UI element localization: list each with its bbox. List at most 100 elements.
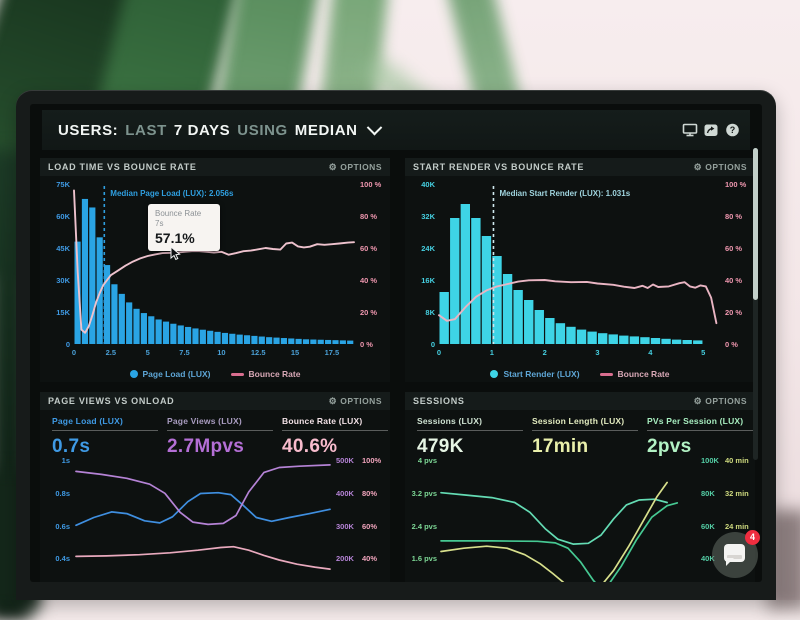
svg-text:60%: 60% xyxy=(362,522,377,531)
share-icon[interactable] xyxy=(704,123,719,137)
svg-text:0.6s: 0.6s xyxy=(55,522,70,531)
svg-text:8K: 8K xyxy=(425,308,435,317)
options-button[interactable]: ⚙ OPTIONS xyxy=(328,161,382,172)
svg-text:45K: 45K xyxy=(56,244,70,253)
metric-session-length: Session Length (LUX) 17min xyxy=(532,416,638,458)
svg-text:75K: 75K xyxy=(56,180,70,189)
sessions-chart[interactable]: 4 pvs 3.2 pvs 2.4 pvs 1.6 pvs 100K 80K 60K 40K 4… xyxy=(405,456,755,582)
svg-text:400K: 400K xyxy=(336,489,355,498)
svg-text:0 %: 0 % xyxy=(360,340,373,349)
start-render-chart[interactable]: 40K 32K 24K 16K 8K 0 100 % 80 % 60 % 40 % 20 % 0 % 0… xyxy=(405,176,755,362)
svg-text:15K: 15K xyxy=(56,308,70,317)
svg-text:100%: 100% xyxy=(362,456,382,465)
svg-text:80%: 80% xyxy=(362,489,377,498)
svg-text:40K: 40K xyxy=(421,180,435,189)
svg-text:80 %: 80 % xyxy=(725,212,742,221)
load-time-chart[interactable]: 75K 60K 45K 30K 15K 0 100 % 80 % 60 % 40 % 20 % 0 %… xyxy=(40,176,390,362)
svg-text:2.5: 2.5 xyxy=(106,348,116,357)
svg-text:100K: 100K xyxy=(701,456,720,465)
gear-icon: ⚙ xyxy=(328,395,338,406)
header-days-label: 7 DAYS xyxy=(173,121,231,139)
svg-text:5: 5 xyxy=(146,348,150,357)
panel-sessions: SESSIONS ⚙ OPTIONS Sessions (LUX) 479K Se… xyxy=(405,392,755,582)
svg-text:20 %: 20 % xyxy=(725,308,742,317)
svg-text:100 %: 100 % xyxy=(725,180,747,189)
svg-text:32K: 32K xyxy=(421,212,435,221)
svg-text:1s: 1s xyxy=(62,456,70,465)
chart-legend: Start Render (LUX) Bounce Rate xyxy=(405,369,755,379)
svg-text:0.4s: 0.4s xyxy=(55,554,70,563)
svg-text:20 %: 20 % xyxy=(360,308,377,317)
svg-text:100 %: 100 % xyxy=(360,180,382,189)
mouse-cursor-icon xyxy=(170,246,181,261)
svg-text:500K: 500K xyxy=(336,456,355,465)
svg-text:200K: 200K xyxy=(336,554,355,563)
tooltip-value: 57.1% xyxy=(155,230,195,246)
notification-badge: 4 xyxy=(745,530,760,545)
panel-title: PAGE VIEWS VS ONLOAD xyxy=(48,396,175,406)
svg-text:24 min: 24 min xyxy=(725,522,749,531)
gear-icon: ⚙ xyxy=(693,161,703,172)
svg-text:0: 0 xyxy=(437,348,441,357)
timeframe-dropdown[interactable]: USERS: LAST 7 DAYS USING MEDIAN xyxy=(58,119,382,139)
panel-page-views-vs-onload: PAGE VIEWS VS ONLOAD ⚙ OPTIONS Page Load … xyxy=(40,392,390,582)
header-median-label: MEDIAN xyxy=(294,121,358,139)
svg-text:80 %: 80 % xyxy=(360,212,377,221)
svg-text:30K: 30K xyxy=(56,276,70,285)
header-last-label: LAST xyxy=(125,121,167,139)
svg-text:4 pvs: 4 pvs xyxy=(418,456,437,465)
options-button[interactable]: ⚙ OPTIONS xyxy=(328,395,382,406)
chat-widget-button[interactable]: 4 xyxy=(712,530,760,578)
scrollbar-thumb[interactable] xyxy=(753,148,758,300)
svg-text:60 %: 60 % xyxy=(725,244,742,253)
svg-text:24K: 24K xyxy=(421,244,435,253)
laptop: USERS: LAST 7 DAYS USING MEDIAN xyxy=(16,90,776,600)
svg-text:60 %: 60 % xyxy=(360,244,377,253)
metric-page-load: Page Load (LUX) 0.7s xyxy=(52,416,158,458)
svg-text:40 %: 40 % xyxy=(725,276,742,285)
metric-pvs-per-session: PVs Per Session (LUX) 2pvs xyxy=(647,416,753,458)
bounce-rate-tooltip: Bounce Rate 7s 57.1% xyxy=(148,204,220,251)
svg-text:0: 0 xyxy=(66,340,70,349)
metric-bounce-rate: Bounce Rate (LUX) 40.6% xyxy=(282,416,388,458)
svg-text:1.6 pvs: 1.6 pvs xyxy=(412,554,437,563)
monitor-icon[interactable] xyxy=(682,123,698,137)
svg-text:Median Page Load (LUX): 2.056s: Median Page Load (LUX): 2.056s xyxy=(110,189,234,198)
svg-text:60K: 60K xyxy=(56,212,70,221)
svg-text:?: ? xyxy=(730,125,736,135)
svg-text:0: 0 xyxy=(431,340,435,349)
options-button[interactable]: ⚙ OPTIONS xyxy=(693,395,747,406)
svg-text:2.4 pvs: 2.4 pvs xyxy=(412,522,437,531)
svg-text:80K: 80K xyxy=(701,489,715,498)
metric-page-views: Page Views (LUX) 2.7Mpvs xyxy=(167,416,273,458)
page-views-chart[interactable]: 1s 0.8s 0.6s 0.4s 500K 400K 300K 200K 100% 80% 60%… xyxy=(40,456,390,582)
panel-title: SESSIONS xyxy=(413,396,465,406)
svg-text:40%: 40% xyxy=(362,554,377,563)
panel-title: LOAD TIME VS BOUNCE RATE xyxy=(48,162,197,172)
svg-text:32 min: 32 min xyxy=(725,489,749,498)
svg-text:40K: 40K xyxy=(701,554,715,563)
svg-text:15: 15 xyxy=(291,348,299,357)
svg-text:0: 0 xyxy=(72,348,76,357)
svg-text:17.5: 17.5 xyxy=(325,348,340,357)
svg-text:Median Start Render (LUX): 1.0: Median Start Render (LUX): 1.031s xyxy=(499,189,630,198)
svg-text:5: 5 xyxy=(701,348,705,357)
svg-text:0.8s: 0.8s xyxy=(55,489,70,498)
svg-text:300K: 300K xyxy=(336,522,355,531)
panel-load-time-vs-bounce-rate: LOAD TIME VS BOUNCE RATE ⚙ OPTIONS 75K 60K… xyxy=(40,158,390,382)
svg-text:10: 10 xyxy=(217,348,225,357)
metric-sessions: Sessions (LUX) 479K xyxy=(417,416,523,458)
chevron-down-icon xyxy=(366,119,382,135)
help-icon[interactable]: ? xyxy=(725,123,740,137)
tooltip-title: Bounce Rate xyxy=(155,209,202,218)
svg-text:60K: 60K xyxy=(701,522,715,531)
chart-legend: Page Load (LUX) Bounce Rate xyxy=(40,369,390,379)
svg-text:0 %: 0 % xyxy=(725,340,738,349)
options-button[interactable]: ⚙ OPTIONS xyxy=(693,161,747,172)
scrollbar-track[interactable] xyxy=(753,148,758,460)
svg-text:12.5: 12.5 xyxy=(251,348,266,357)
svg-text:3.2 pvs: 3.2 pvs xyxy=(412,489,437,498)
gear-icon: ⚙ xyxy=(693,395,703,406)
svg-text:16K: 16K xyxy=(421,276,435,285)
dashboard-screen: USERS: LAST 7 DAYS USING MEDIAN xyxy=(30,104,762,582)
